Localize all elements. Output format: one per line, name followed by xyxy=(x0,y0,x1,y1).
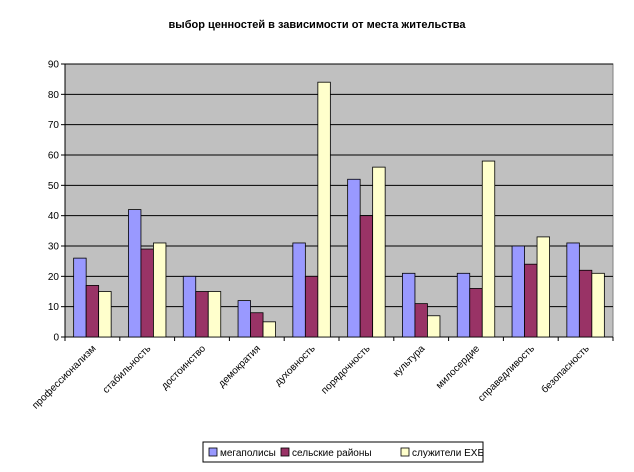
bars xyxy=(73,81,605,338)
bar-1 xyxy=(511,245,525,338)
bar-3 xyxy=(207,291,222,338)
y-tick-label: 0 xyxy=(53,333,59,344)
bar-3 xyxy=(153,242,167,338)
bar-2 xyxy=(359,215,374,338)
category-label: духовность xyxy=(273,343,318,388)
legend: мегаполисы сельские районы служители ЕХБ xyxy=(202,441,484,463)
bar-1 xyxy=(182,275,197,338)
legend-swatch xyxy=(400,447,410,457)
bar-1 xyxy=(292,242,306,338)
category-label: стабильность xyxy=(100,343,153,396)
bar-1 xyxy=(347,178,361,338)
bar-2 xyxy=(195,291,209,338)
y-tick-label: 90 xyxy=(48,60,60,71)
bar-2 xyxy=(85,285,100,338)
legend-label: сельские районы xyxy=(292,448,372,459)
category-labels: профессионализм стабильность достоинство де… xyxy=(30,343,592,412)
legend-swatch xyxy=(208,447,218,457)
bar-3 xyxy=(427,315,441,338)
bar-2 xyxy=(469,288,483,338)
category-label: достоинство xyxy=(159,343,208,392)
bar-1 xyxy=(566,242,580,338)
bar-1 xyxy=(402,272,416,338)
bar-3 xyxy=(591,272,605,338)
bar-3 xyxy=(536,236,550,338)
y-tick-label: 80 xyxy=(48,90,60,101)
legend-label: служители ЕХБ xyxy=(412,448,484,459)
bar-2 xyxy=(578,269,593,338)
bar-3 xyxy=(372,166,386,338)
bar-2 xyxy=(250,312,264,338)
bar-2 xyxy=(140,248,154,338)
y-tick-label: 20 xyxy=(48,272,60,283)
category-label: справедливость xyxy=(476,343,537,404)
bar-3 xyxy=(262,321,276,338)
bar-3 xyxy=(481,160,496,338)
y-tick-label: 60 xyxy=(48,151,60,162)
y-tick-label: 50 xyxy=(48,181,60,192)
bar-2 xyxy=(304,275,319,338)
bar-1 xyxy=(128,209,142,338)
legend-box xyxy=(202,441,484,463)
legend-label: мегаполисы xyxy=(220,448,276,459)
bar-1 xyxy=(237,300,251,338)
category-label: демократия xyxy=(216,343,262,389)
chart-title: выбор ценностей в зависимости от места ж… xyxy=(169,19,467,31)
bar-3 xyxy=(98,291,112,338)
bar-2 xyxy=(524,263,538,338)
bar-1 xyxy=(73,257,87,338)
y-tick-label: 10 xyxy=(48,302,60,313)
legend-swatch xyxy=(280,447,290,457)
bar-3 xyxy=(317,81,331,338)
category-label: милосердие xyxy=(434,343,482,391)
category-label: безопасность xyxy=(539,343,592,396)
y-tick-label: 40 xyxy=(48,211,60,222)
y-tick-label: 30 xyxy=(48,242,60,253)
bar-1 xyxy=(456,272,471,338)
category-label: культура xyxy=(391,343,428,380)
bar-2 xyxy=(414,303,428,338)
y-tick-label: 70 xyxy=(48,120,60,131)
category-label: профессионализм xyxy=(30,343,99,412)
category-label: порядочность xyxy=(319,343,372,396)
